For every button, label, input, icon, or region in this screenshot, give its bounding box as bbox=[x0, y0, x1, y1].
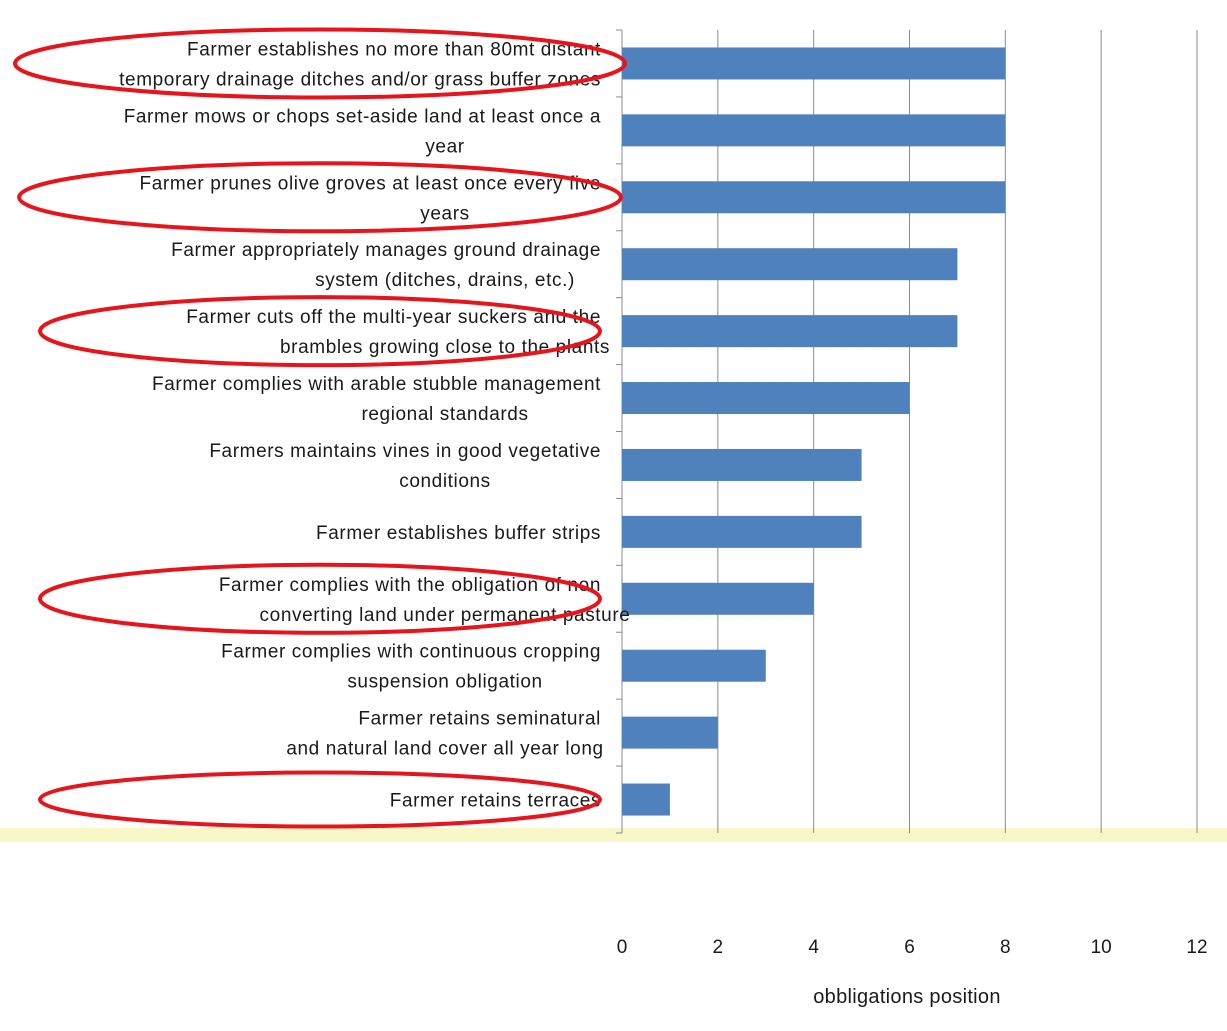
highlight-oval-3 bbox=[17, 161, 623, 234]
category-label-3: Farmer prunes olive groves at least once… bbox=[140, 173, 601, 224]
x-tick-labels: 0 2 4 6 8 10 12 bbox=[617, 937, 1208, 958]
category-label-1: Farmer establishes no more than 80mt dis… bbox=[119, 39, 601, 90]
bars bbox=[622, 47, 1006, 816]
category-label-12: Farmer retains terraces bbox=[390, 791, 601, 812]
x-tick-label-2: 2 bbox=[713, 937, 724, 958]
bar-4 bbox=[622, 248, 958, 281]
x-tick-label-0: 0 bbox=[617, 937, 628, 958]
highlight-oval-1 bbox=[13, 27, 627, 100]
bar-3 bbox=[622, 181, 1006, 214]
bar-12 bbox=[622, 783, 670, 816]
category-label-10: Farmer complies with continuous cropping… bbox=[221, 642, 601, 693]
category-label-4: Farmer appropriately manages ground drai… bbox=[171, 240, 601, 291]
decorative-strip bbox=[0, 828, 1227, 842]
x-tick-label-6: 6 bbox=[904, 937, 915, 958]
highlight-oval-5 bbox=[38, 295, 602, 368]
bar-10 bbox=[622, 649, 766, 682]
bar-7 bbox=[622, 448, 862, 481]
x-tick-label-8: 8 bbox=[1000, 937, 1011, 958]
bar-2 bbox=[622, 114, 1006, 147]
highlight-ovals bbox=[13, 27, 627, 829]
category-axis bbox=[616, 29, 623, 834]
highlight-oval-9 bbox=[38, 562, 602, 635]
x-tick-label-12: 12 bbox=[1186, 937, 1207, 958]
x-tick-label-4: 4 bbox=[808, 937, 819, 958]
bar-5 bbox=[622, 315, 958, 348]
bar-6 bbox=[622, 382, 910, 415]
category-label-11: Farmer retains seminatural and natural la… bbox=[286, 709, 603, 760]
decorative-yellow-strip bbox=[0, 828, 1227, 842]
category-labels: Farmer establishes no more than 80mt dis… bbox=[119, 39, 630, 811]
x-axis-title: obbligations position bbox=[813, 986, 1001, 1008]
bar-11 bbox=[622, 716, 718, 749]
category-label-2: Farmer mows or chops set-aside land at l… bbox=[124, 106, 601, 157]
category-label-6: Farmer complies with arable stubble mana… bbox=[152, 374, 601, 425]
bar-9 bbox=[622, 582, 814, 615]
category-label-7: Farmers maintains vines in good vegetati… bbox=[209, 441, 601, 492]
x-tick-label-10: 10 bbox=[1091, 937, 1112, 958]
category-label-8: Farmer establishes buffer strips bbox=[316, 523, 601, 544]
bar-1 bbox=[622, 47, 1006, 80]
vertical-gridlines bbox=[717, 30, 1198, 833]
bar-8 bbox=[622, 515, 862, 548]
highlight-oval-12 bbox=[38, 770, 602, 829]
